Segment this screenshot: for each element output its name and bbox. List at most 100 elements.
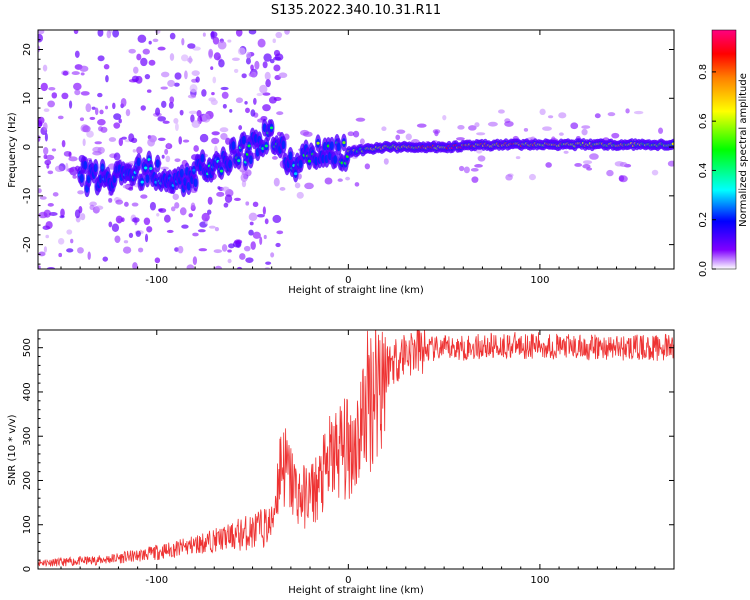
y-tick-label: 400 — [22, 382, 33, 401]
noise-blob — [97, 30, 104, 37]
ridge-core — [342, 141, 346, 144]
noise-blob — [131, 75, 139, 83]
noise-blob — [208, 97, 217, 102]
noise-blob — [143, 217, 151, 226]
noise-blob — [245, 257, 254, 263]
noise-blob — [166, 229, 174, 233]
noise-blob — [115, 215, 123, 224]
y-tick-label: 10 — [22, 92, 33, 105]
noise-blob — [188, 213, 193, 218]
noise-blob — [135, 230, 141, 237]
noise-blob — [256, 92, 263, 97]
noise-blob — [210, 30, 215, 40]
noise-blob — [157, 46, 166, 51]
noise-blob — [405, 133, 412, 141]
ridge-core — [192, 168, 196, 172]
noise-blob — [262, 61, 268, 69]
noise-blob — [91, 106, 96, 110]
colorbar-tick-label: 0.8 — [698, 64, 709, 80]
noise-blob — [79, 65, 89, 72]
colorbar-tick-label: 0.6 — [698, 113, 709, 129]
noise-blob — [63, 150, 72, 157]
noise-blob — [54, 165, 64, 173]
noise-blob — [268, 96, 277, 104]
noise-blob — [239, 253, 246, 260]
noise-blob — [476, 148, 483, 154]
noise-blob — [60, 208, 65, 218]
noise-blob — [254, 60, 260, 70]
noise-blob — [120, 97, 127, 107]
noise-blob — [113, 122, 121, 129]
noise-blob — [45, 234, 50, 239]
noise-blob — [48, 212, 58, 216]
noise-blob — [241, 171, 249, 176]
noise-blob — [515, 156, 521, 160]
noise-blob — [263, 53, 272, 62]
noise-blob — [42, 64, 48, 72]
noise-blob — [89, 116, 96, 120]
noise-blob — [263, 234, 267, 240]
noise-blob — [211, 137, 220, 145]
noise-blob — [547, 115, 554, 119]
noise-blob — [154, 257, 161, 264]
noise-blob — [457, 125, 465, 130]
ridge-body — [241, 135, 246, 145]
noise-blob — [160, 166, 169, 170]
noise-blob — [202, 32, 206, 37]
noise-blob — [198, 248, 208, 252]
colorbar-ticks: 0.0 0.2 0.4 0.6 0.8 — [698, 64, 716, 277]
noise-blob — [269, 59, 275, 64]
snr-series-line — [38, 330, 674, 568]
noise-blob — [256, 214, 265, 218]
noise-blob — [136, 53, 142, 61]
noise-blob — [172, 193, 179, 200]
noise-blob — [181, 224, 189, 229]
noise-blob — [265, 79, 271, 88]
noise-blob — [304, 182, 314, 190]
noise-blob — [131, 202, 139, 207]
noise-blob — [70, 238, 74, 244]
noise-blob — [208, 225, 216, 229]
noise-blob — [179, 207, 187, 216]
noise-blob — [92, 146, 102, 153]
noise-blob — [157, 137, 166, 141]
ridge-body — [288, 151, 293, 161]
noise-blob — [207, 196, 213, 205]
noise-blob — [574, 163, 583, 167]
noise-blob — [257, 38, 266, 48]
noise-blob — [61, 139, 66, 148]
noise-blob — [140, 194, 148, 199]
noise-blob — [250, 64, 254, 71]
noise-blob — [113, 152, 121, 161]
figure-title: S135.2022.340.10.31.R11 — [271, 3, 441, 18]
noise-blob — [381, 126, 387, 132]
noise-blob — [212, 36, 220, 45]
noise-blob — [474, 164, 483, 168]
noise-blob — [47, 100, 56, 108]
noise-blob — [658, 127, 664, 134]
noise-blob — [355, 117, 366, 122]
noise-blob — [201, 113, 211, 123]
noise-blob — [184, 70, 188, 80]
spectrogram-frame — [37, 29, 675, 270]
noise-blob — [59, 215, 65, 219]
noise-blob — [142, 48, 150, 55]
noise-blob — [144, 73, 151, 80]
noise-blob — [47, 170, 54, 175]
noise-blob — [157, 116, 167, 122]
noise-blob — [474, 122, 480, 128]
y-tick-label: -20 — [22, 236, 33, 252]
noise-blob — [271, 156, 278, 160]
noise-blob — [191, 120, 201, 128]
noise-blob — [542, 126, 552, 131]
noise-blob — [275, 31, 283, 39]
noise-blob — [359, 138, 365, 145]
noise-blob — [240, 173, 248, 183]
noise-blob — [164, 148, 169, 155]
ridge-core — [316, 141, 320, 145]
noise-blob — [174, 72, 182, 80]
noise-blob — [140, 105, 146, 111]
spectrogram-xlabel: Height of straight line (km) — [288, 285, 424, 296]
noise-blob — [182, 139, 190, 143]
noise-blob — [99, 109, 104, 115]
